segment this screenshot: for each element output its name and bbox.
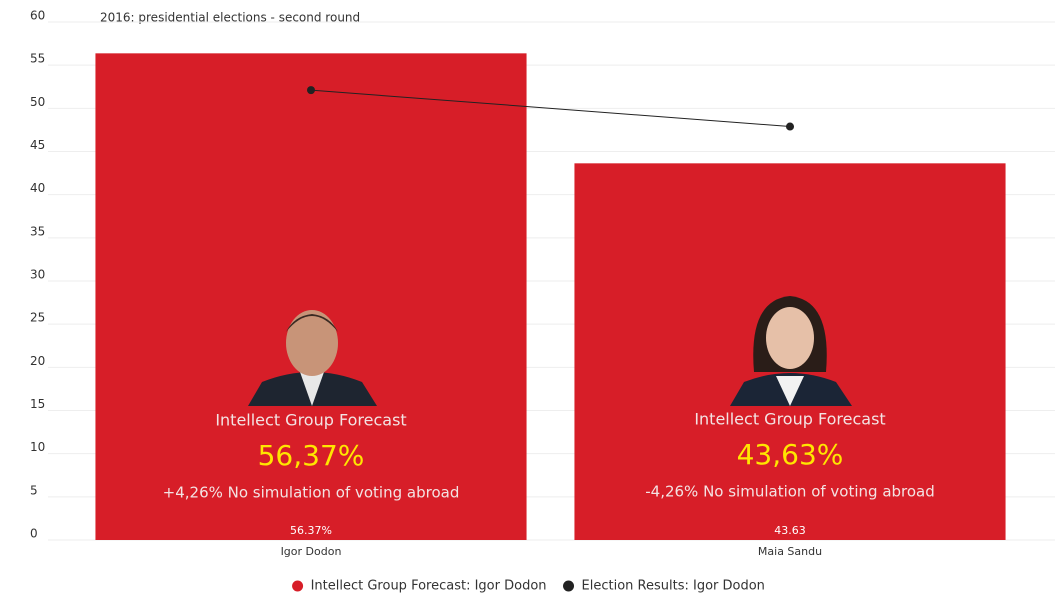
photo-dodon bbox=[248, 310, 377, 406]
y-tick-label: 0 bbox=[30, 527, 38, 541]
plot: 0 5 10 15 20 25 30 35 40 45 50 55 60 56.37% 43.63 bbox=[30, 9, 1055, 541]
annotation-value: 43,63% bbox=[737, 438, 844, 471]
line-marker bbox=[786, 122, 794, 131]
y-tick-label: 25 bbox=[30, 311, 45, 325]
annotation-label: Intellect Group Forecast bbox=[694, 410, 885, 429]
annotation-note: -4,26% No simulation of voting abroad bbox=[645, 483, 935, 501]
y-tick-label: 5 bbox=[30, 483, 38, 497]
y-tick-label: 20 bbox=[30, 354, 45, 368]
y-tick-label: 55 bbox=[30, 52, 45, 66]
legend-marker bbox=[292, 580, 304, 592]
legend: Intellect Group Forecast: Igor Dodon Elec… bbox=[292, 579, 765, 593]
y-tick-label: 60 bbox=[30, 9, 45, 23]
y-tick-label: 10 bbox=[30, 440, 45, 454]
x-tick-label: Maia Sandu bbox=[758, 545, 822, 558]
x-tick-label: Igor Dodon bbox=[281, 545, 342, 558]
chart-title: 2016: presidential elections - second ro… bbox=[100, 11, 360, 25]
data-label: 56.37% bbox=[290, 524, 332, 537]
bar bbox=[95, 53, 527, 541]
data-label: 43.63 bbox=[774, 524, 806, 537]
annotation-value: 56,37% bbox=[258, 439, 365, 472]
annotation-note: +4,26% No simulation of voting abroad bbox=[163, 484, 460, 502]
legend-marker bbox=[563, 580, 575, 592]
line-marker bbox=[307, 86, 315, 95]
legend-label: Election Results: Igor Dodon bbox=[582, 579, 765, 593]
photo-sandu bbox=[730, 296, 852, 406]
y-tick-label: 40 bbox=[30, 181, 45, 195]
legend-label: Intellect Group Forecast: Igor Dodon bbox=[311, 579, 547, 593]
photos bbox=[248, 296, 852, 406]
annotation-label: Intellect Group Forecast bbox=[215, 411, 406, 430]
y-tick-label: 35 bbox=[30, 224, 45, 238]
line bbox=[310, 89, 791, 128]
y-tick-label: 30 bbox=[30, 268, 45, 282]
y-tick-label: 15 bbox=[30, 397, 45, 411]
y-tick-label: 50 bbox=[30, 95, 45, 109]
y-tick-label: 45 bbox=[30, 138, 45, 152]
